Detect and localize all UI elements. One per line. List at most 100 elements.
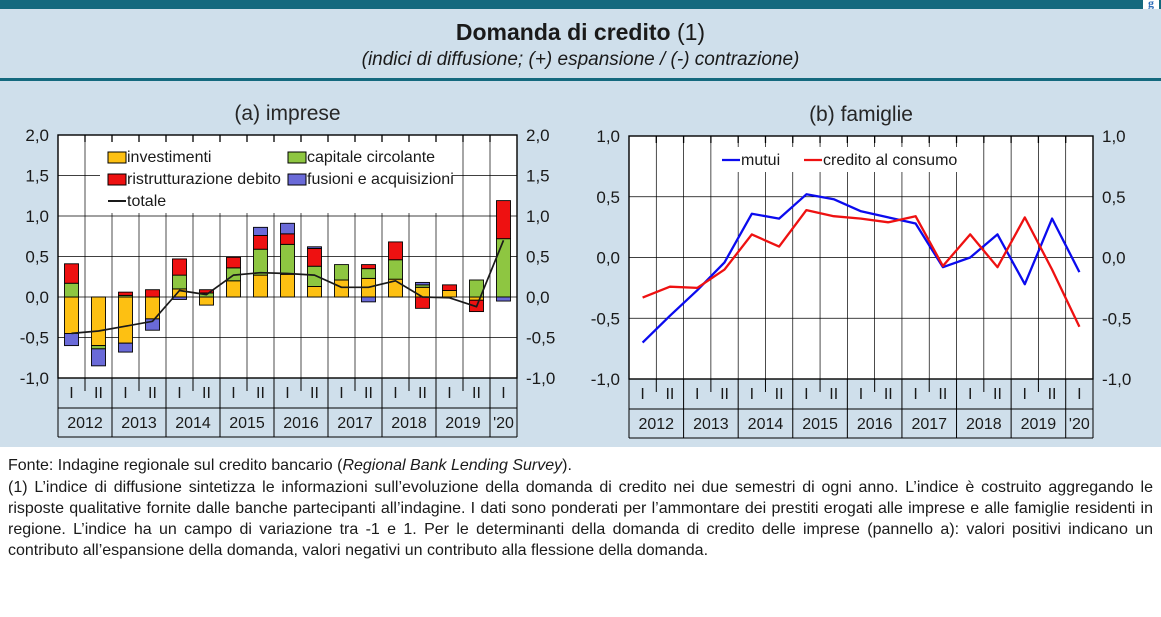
panel-b-ytick-right: 0,5	[1102, 188, 1126, 207]
bar-segment-capitale-circolante	[91, 345, 106, 350]
bar-segment-fusioni-e-acquisizioni	[118, 342, 133, 353]
legend-label: ristrutturazione debito	[127, 171, 281, 188]
sem-label: II	[665, 386, 674, 403]
sem-label: I	[177, 385, 181, 402]
bar-segment-capitale-circolante	[172, 274, 187, 290]
bar-segment-fusioni-e-acquisizioni	[64, 333, 79, 347]
bar-segment-fusioni-e-acquisizioni	[91, 348, 106, 367]
legend-label: capitale circolante	[307, 149, 435, 166]
line-credito-al-consumo	[642, 208, 1081, 328]
panel-a-ytick-left: 2,0	[25, 126, 49, 145]
panel-b-ytick-left: 0,5	[596, 188, 620, 207]
bar-segment-fusioni-e-acquisizioni	[280, 222, 295, 235]
sem-label: I	[123, 385, 127, 402]
sem-label: II	[472, 385, 481, 402]
panel-b-ytick-left: 0,0	[596, 249, 620, 268]
panel-a-ytick-right: 0,5	[526, 248, 550, 267]
sem-label: I	[695, 386, 699, 403]
charts-svg: (a) imprese 2,0 2,0 1,5 1,5 1,0 1,0 0,5 0,5 0,0 0,…	[20, 102, 1131, 439]
bar-segment-capitale-circolante	[361, 268, 376, 279]
panel-b: (b) famiglie 1,0 1,0 0,5 0,5 0,0 0,0 -0,5 -0,5 -1…	[591, 103, 1131, 439]
sem-label: I	[968, 386, 972, 403]
sem-label: II	[364, 385, 373, 402]
year-label: 2014	[175, 415, 211, 432]
bar-segment-investimenti	[415, 286, 430, 298]
panel-a-title: (a) imprese	[234, 102, 340, 125]
panel-a-ytick-right: 1,5	[526, 167, 550, 186]
bar-segment-capitale-circolante	[388, 259, 403, 280]
panel-b-title: (b) famiglie	[809, 103, 913, 126]
sem-label: I	[1077, 386, 1081, 403]
panel-a-ytick-right: 1,0	[526, 207, 550, 226]
bar-segment-capitale-circolante	[253, 248, 268, 276]
bar-segment-investimenti	[280, 273, 295, 298]
bar-segment-ristrutturazione-debito	[307, 247, 322, 267]
bar-segment-investimenti	[334, 279, 349, 298]
sem-label: II	[94, 385, 103, 402]
bar-segment-ristrutturazione-debito	[118, 291, 133, 296]
panel-b-ytick-left: -0,5	[591, 309, 620, 328]
year-label: 2017	[911, 416, 947, 433]
legend-label: mutui	[741, 152, 780, 169]
sem-label: I	[859, 386, 863, 403]
bar-segment-ristrutturazione-debito	[496, 200, 511, 240]
year-label: '20	[493, 415, 514, 432]
panel-a: (a) imprese 2,0 2,0 1,5 1,5 1,0 1,0 0,5 0,5 0,0 0,…	[20, 102, 555, 438]
bar-segment-fusioni-e-acquisizioni	[145, 318, 160, 331]
legend-item-investimenti: investimenti	[107, 149, 211, 166]
sem-label: I	[501, 385, 505, 402]
sem-label: I	[285, 385, 289, 402]
source-survey-name: Regional Bank Lending Survey	[342, 457, 563, 474]
bar-segment-ristrutturazione-debito	[226, 256, 241, 269]
bar-segment-capitale-circolante	[307, 265, 322, 287]
year-label: 2018	[391, 415, 427, 432]
year-label: '20	[1069, 416, 1090, 433]
sem-label: I	[69, 385, 73, 402]
panel-a-ytick-left: -0,5	[20, 329, 49, 348]
legend-item-capitale-circolante: capitale circolante	[287, 149, 435, 166]
bar-segment-ristrutturazione-debito	[172, 258, 187, 276]
year-label: 2013	[693, 416, 729, 433]
bar-segment-ristrutturazione-debito	[361, 264, 376, 270]
footnote-1: (1) L’indice di diffusione sintetizza le…	[8, 479, 1153, 559]
year-label: 2019	[1021, 416, 1057, 433]
figure-title-line: Domanda di credito (1)	[0, 19, 1161, 46]
sem-label: II	[720, 386, 729, 403]
sem-label: II	[938, 386, 947, 403]
bar-segment-capitale-circolante	[496, 238, 511, 298]
bar-segment-ristrutturazione-debito	[388, 241, 403, 261]
bar-segment-fusioni-e-acquisizioni	[361, 296, 376, 303]
sem-label: II	[993, 386, 1002, 403]
year-label: 2017	[337, 415, 373, 432]
sem-label: II	[148, 385, 157, 402]
sem-label: II	[256, 385, 265, 402]
sem-label: II	[202, 385, 211, 402]
sem-label: I	[640, 386, 644, 403]
bar-segment-fusioni-e-acquisizioni	[253, 226, 268, 236]
bar-segment-investimenti	[442, 290, 457, 298]
bar-segment-fusioni-e-acquisizioni	[496, 296, 511, 302]
figure-title: Domanda di credito	[455, 19, 671, 45]
panel-a-ytick-left: -1,0	[20, 369, 49, 388]
bar-segment-investimenti	[118, 296, 133, 344]
panel-b-ytick-right: 1,0	[1102, 127, 1126, 146]
line-totale	[71, 239, 505, 335]
source-line: Fonte: Indagine regionale sul credito ba…	[8, 457, 1153, 475]
panel-b-ytick-right: -1,0	[1102, 370, 1131, 389]
legend-item-ristrutturazione-debito: ristrutturazione debito	[107, 171, 281, 188]
bar-segment-investimenti	[469, 296, 484, 301]
bar-segment-ristrutturazione-debito	[253, 234, 268, 250]
year-label: 2013	[121, 415, 157, 432]
legend-imprese: investimenti capitale circolante ristruttu…	[100, 142, 454, 213]
sem-label: I	[393, 385, 397, 402]
bar-segment-capitale-circolante	[280, 243, 295, 275]
year-label: 2014	[748, 416, 784, 433]
year-label: 2016	[857, 416, 893, 433]
panel-a-ytick-right: 0,0	[526, 288, 550, 307]
top-border-band	[0, 0, 1161, 9]
sem-label: I	[804, 386, 808, 403]
charts-area: (a) imprese 2,0 2,0 1,5 1,5 1,0 1,0 0,5 0,5 0,0 0,…	[0, 81, 1161, 447]
year-label: 2016	[283, 415, 319, 432]
bar-segment-investimenti	[91, 296, 106, 347]
